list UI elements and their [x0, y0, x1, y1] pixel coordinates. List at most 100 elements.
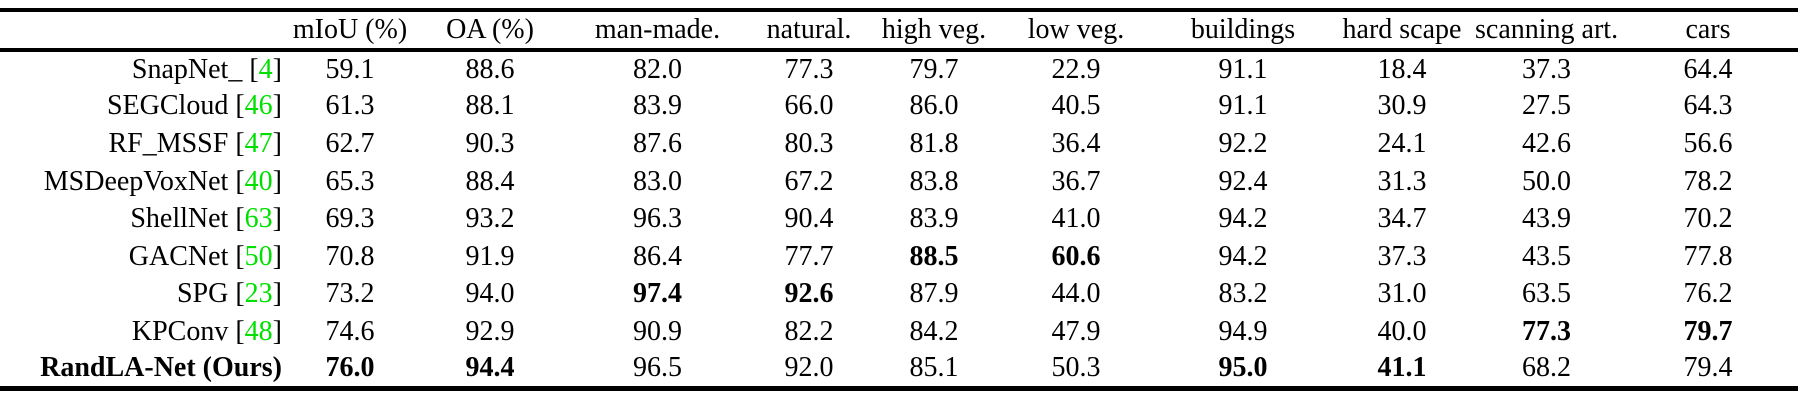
value-cell: 37.3 — [1377, 240, 1427, 272]
value-cell: 92.9 — [465, 315, 515, 347]
value-cell: 79.4 — [1683, 352, 1733, 384]
table-row: MSDeepVoxNet [40] 65.3 88.4 83.0 67.2 83.8 36.… — [0, 163, 1798, 201]
value-cell: 87.6 — [633, 127, 682, 159]
method-cell: RF_MSSF [47] — [108, 127, 282, 159]
method-name: RF_MSSF — [108, 127, 229, 159]
value-cell: 76.2 — [1683, 278, 1733, 310]
value-cell: 83.8 — [909, 165, 959, 197]
method-cell: SPG [23] — [176, 278, 282, 310]
table-row: RF_MSSF [47] 62.7 90.3 87.6 80.3 81.8 36.4 92.2… — [0, 125, 1798, 163]
value-cell: 81.8 — [909, 127, 959, 159]
header-high-veg: high veg. — [881, 14, 987, 45]
method-name: SnapNet_ — [131, 53, 243, 85]
value-cell: 70.8 — [325, 240, 375, 272]
value-cell: 88.6 — [465, 53, 515, 85]
method-name: RandLA-Net (Ours) — [40, 352, 282, 384]
value-cell: 90.3 — [465, 127, 515, 159]
value-cell: 94.2 — [1218, 203, 1268, 235]
method-cell: KPConv [48] — [131, 315, 282, 347]
value-cell: 50.3 — [1051, 352, 1101, 384]
value-cell: 90.4 — [784, 203, 834, 235]
value-cell: 63.5 — [1522, 278, 1571, 310]
value-cell: 86.4 — [633, 240, 682, 272]
value-cell: 59.1 — [325, 53, 375, 85]
citation-number: 48 — [244, 315, 273, 347]
value-cell: 83.9 — [909, 203, 959, 235]
value-cell: 77.8 — [1683, 240, 1733, 272]
value-cell: 22.9 — [1051, 53, 1101, 85]
value-cell: 92.2 — [1218, 127, 1268, 159]
value-cell: 61.3 — [325, 90, 375, 122]
table-row: RandLA-Net (Ours) 76.0 94.4 96.5 92.0 85.1 50.… — [0, 351, 1798, 389]
value-cell: 92.6 — [784, 278, 834, 310]
value-cell: 96.3 — [633, 203, 682, 235]
value-cell: 64.4 — [1683, 53, 1733, 85]
value-cell: 64.3 — [1683, 90, 1733, 122]
method-name: SPG — [176, 278, 229, 310]
citation-number: 46 — [244, 90, 273, 122]
header-man-made: man-made. — [594, 14, 721, 45]
value-cell: 36.4 — [1051, 127, 1101, 159]
table-row: SnapNet_ [4] 59.1 88.6 82.0 77.3 79.7 22.9 91.1… — [0, 50, 1798, 88]
value-cell: 34.7 — [1377, 203, 1427, 235]
value-cell: 65.3 — [325, 165, 375, 197]
value-cell: 87.9 — [909, 278, 959, 310]
value-cell: 83.0 — [633, 165, 682, 197]
value-cell: 92.4 — [1218, 165, 1268, 197]
value-cell: 30.9 — [1377, 90, 1427, 122]
value-cell: 80.3 — [784, 127, 834, 159]
citation-number: 50 — [244, 240, 273, 272]
header-oa: OA (%) — [446, 14, 534, 45]
results-table: mIoU (%) OA (%) man-made. natural. high … — [0, 8, 1798, 391]
method-cell: SEGCloud [46] — [106, 90, 282, 122]
value-cell: 56.6 — [1683, 127, 1733, 159]
header-hard-scape: hard scape — [1342, 14, 1462, 45]
value-cell: 97.4 — [633, 278, 682, 310]
value-cell: 74.6 — [325, 315, 375, 347]
value-cell: 94.0 — [465, 278, 515, 310]
method-cell: MSDeepVoxNet [40] — [43, 165, 282, 197]
value-cell: 86.0 — [909, 90, 959, 122]
value-cell: 88.1 — [465, 90, 515, 122]
value-cell: 94.9 — [1218, 315, 1268, 347]
table-row: SPG [23] 73.2 94.0 97.4 92.6 87.9 44.0 83.2 31.0… — [0, 276, 1798, 314]
method-cell: GACNet [50] — [128, 240, 282, 272]
value-cell: 40.0 — [1377, 315, 1427, 347]
value-cell: 91.9 — [465, 240, 515, 272]
header-buildings: buildings — [1190, 14, 1296, 45]
citation-number: 23 — [244, 278, 273, 310]
table-row: KPConv [48] 74.6 92.9 90.9 82.2 84.2 47.9 94.9 4… — [0, 313, 1798, 351]
value-cell: 43.9 — [1522, 203, 1571, 235]
value-cell: 31.0 — [1377, 278, 1427, 310]
value-cell: 85.1 — [909, 352, 959, 384]
table-row: ShellNet [63] 69.3 93.2 96.3 90.4 83.9 41.0 94.… — [0, 200, 1798, 238]
value-cell: 70.2 — [1683, 203, 1733, 235]
method-name: KPConv — [131, 315, 229, 347]
header-low-veg: low veg. — [1027, 14, 1125, 45]
value-cell: 92.0 — [784, 352, 834, 384]
table-row: SEGCloud [46] 61.3 88.1 83.9 66.0 86.0 40.5 91.… — [0, 88, 1798, 126]
value-cell: 91.1 — [1218, 90, 1268, 122]
method-cell: SnapNet_ [4] — [131, 53, 282, 85]
value-cell: 41.1 — [1377, 352, 1427, 384]
value-cell: 69.3 — [325, 203, 375, 235]
value-cell: 36.7 — [1051, 165, 1101, 197]
method-name: MSDeepVoxNet — [43, 165, 229, 197]
value-cell: 27.5 — [1522, 90, 1571, 122]
value-cell: 24.1 — [1377, 127, 1427, 159]
value-cell: 60.6 — [1051, 240, 1101, 272]
table-body: SnapNet_ [4] 59.1 88.6 82.0 77.3 79.7 22.9 91.1… — [0, 50, 1798, 389]
value-cell: 84.2 — [909, 315, 959, 347]
method-name: SEGCloud — [106, 90, 229, 122]
value-cell: 67.2 — [784, 165, 834, 197]
value-cell: 18.4 — [1377, 53, 1427, 85]
method-cell: RandLA-Net (Ours) — [0, 351, 290, 389]
value-cell: 44.0 — [1051, 278, 1101, 310]
table-row: GACNet [50] 70.8 91.9 86.4 77.7 88.5 60.6 94.2 3… — [0, 238, 1798, 276]
value-cell: 88.4 — [465, 165, 515, 197]
value-cell: 76.0 — [325, 352, 375, 384]
value-cell: 40.5 — [1051, 90, 1101, 122]
value-cell: 93.2 — [465, 203, 515, 235]
value-cell: 91.1 — [1218, 53, 1268, 85]
value-cell: 96.5 — [633, 352, 682, 384]
